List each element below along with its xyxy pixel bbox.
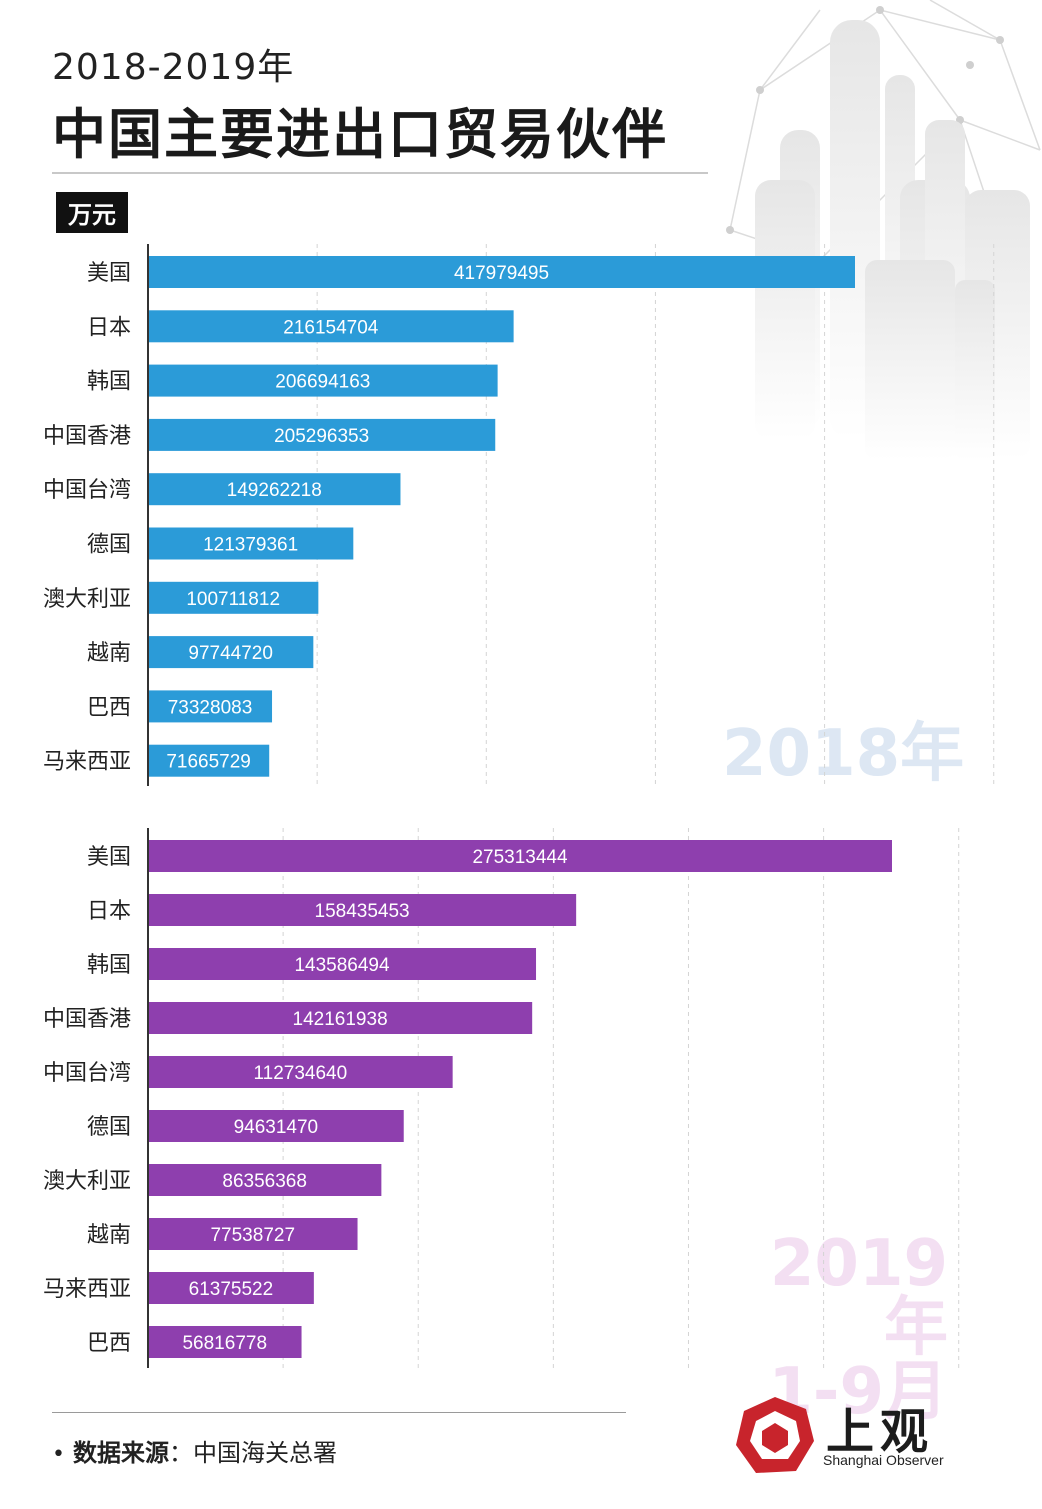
category-label: 澳大利亚 — [43, 587, 131, 612]
subtitle: 2018-2019年 — [52, 47, 295, 88]
bar-value-label: 56816778 — [182, 1333, 267, 1354]
shanghai-observer-logo-icon — [736, 1397, 814, 1473]
bar — [148, 744, 270, 777]
watermark-2018: 2018年 — [722, 702, 964, 794]
watermark-2019-line1: 2019年 — [769, 1227, 948, 1365]
bar — [148, 256, 855, 288]
bar — [148, 473, 401, 506]
category-label: 澳大利亚 — [43, 1169, 131, 1194]
bar — [148, 581, 319, 614]
bar — [148, 1002, 533, 1034]
logo-wordmark: 上观 — [826, 1404, 935, 1460]
bar-value-label: 61375522 — [189, 1279, 274, 1300]
category-label: 中国香港 — [43, 1007, 131, 1032]
category-label: 日本 — [87, 315, 131, 340]
bar — [148, 894, 577, 926]
bar — [148, 636, 314, 669]
bar-value-label: 100711812 — [186, 589, 280, 610]
category-label: 德国 — [87, 533, 131, 558]
bar — [148, 690, 273, 723]
category-label: 中国台湾 — [43, 478, 131, 503]
category-label: 中国香港 — [43, 424, 131, 449]
bar-value-label: 142161938 — [293, 1009, 388, 1030]
bar-value-label: 94631470 — [234, 1117, 319, 1138]
category-label: 韩国 — [87, 370, 131, 395]
bar — [148, 418, 496, 451]
category-label: 巴西 — [87, 695, 131, 720]
bar-value-label: 112734640 — [253, 1063, 347, 1084]
bar-value-label: 158435453 — [315, 901, 410, 922]
source-sep: ： — [168, 1439, 193, 1467]
category-label: 马来西亚 — [43, 1277, 131, 1302]
bar — [148, 948, 537, 980]
bar — [148, 527, 354, 560]
category-label: 日本 — [87, 899, 131, 924]
unit-badge: 万元 — [56, 192, 128, 233]
source-value: 中国海关总署 — [192, 1439, 337, 1467]
bar-value-label: 143586494 — [294, 955, 390, 976]
bar-value-label: 97744720 — [188, 643, 273, 664]
bar-value-label: 275313444 — [472, 847, 568, 868]
bar — [148, 1164, 382, 1196]
bullet-icon: • — [52, 1442, 65, 1467]
bar — [148, 1326, 302, 1358]
data-source: • 数据来源：中国海关总署 — [52, 1433, 337, 1468]
bar — [148, 840, 892, 872]
category-label: 美国 — [87, 845, 131, 870]
footer-divider — [52, 1412, 626, 1413]
bar — [148, 1218, 358, 1250]
bar-value-label: 73328083 — [168, 697, 253, 718]
bar-value-label: 121379361 — [203, 535, 298, 556]
bar — [148, 1110, 404, 1142]
title-divider — [52, 172, 708, 174]
chart-2018: 417979495 美国 216154704 日本 206694163 韩国 2052963… — [43, 244, 995, 786]
category-label: 马来西亚 — [43, 750, 131, 775]
category-label: 中国台湾 — [43, 1061, 131, 1086]
bar-value-label: 417979495 — [454, 263, 549, 284]
category-label: 韩国 — [87, 953, 131, 978]
bar — [148, 1056, 453, 1088]
bar — [148, 364, 498, 397]
source-label: 数据来源 — [72, 1439, 169, 1467]
category-label: 德国 — [87, 1115, 131, 1140]
bar-value-label: 206694163 — [275, 372, 370, 393]
bar — [148, 310, 514, 343]
page-title: 中国主要进出口贸易伙伴 — [52, 103, 668, 166]
bar-value-label: 86356368 — [222, 1171, 307, 1192]
bar-value-label: 149262218 — [227, 480, 322, 501]
chart-2019: 275313444 美国 158435453 日本 143586494 韩国 1421619… — [43, 828, 960, 1368]
category-label: 越南 — [87, 1223, 131, 1248]
bar-value-label: 71665729 — [166, 752, 251, 773]
bar-value-label: 216154704 — [283, 317, 379, 338]
category-label: 巴西 — [87, 1331, 131, 1356]
bar-value-label: 205296353 — [274, 426, 369, 447]
category-label: 美国 — [87, 261, 131, 286]
category-label: 越南 — [87, 641, 131, 666]
bar — [148, 1272, 314, 1304]
logo-english: Shanghai Observer — [823, 1452, 944, 1468]
watermark-2018-text: 2018年 — [722, 717, 965, 791]
bar-value-label: 77538727 — [210, 1225, 295, 1246]
